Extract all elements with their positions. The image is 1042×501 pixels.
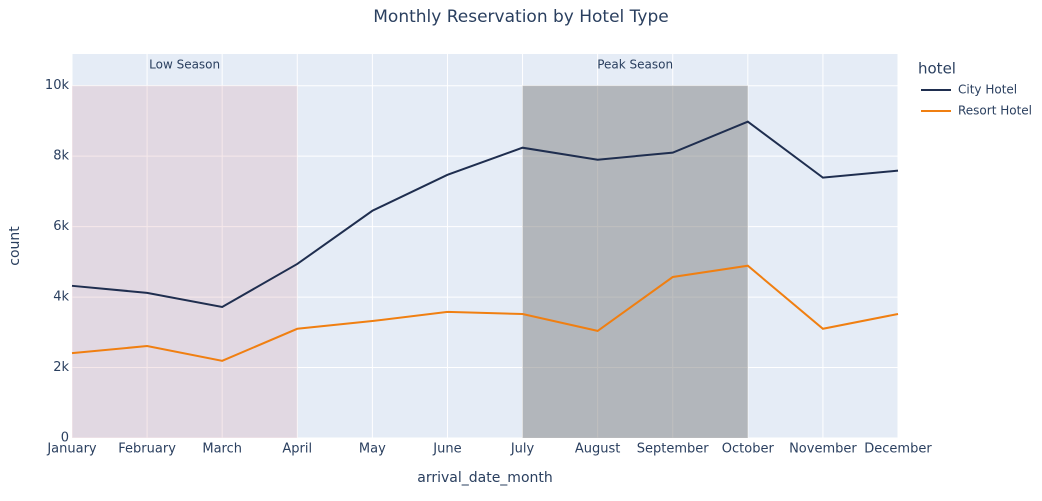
- x-tick-label: September: [637, 442, 710, 457]
- x-axis-title: arrival_date_month: [417, 470, 553, 486]
- season-region: [522, 85, 748, 438]
- y-tick-label: 2k: [53, 360, 69, 375]
- y-tick-label: 10k: [45, 78, 70, 93]
- x-tick-label: July: [510, 442, 535, 457]
- y-tick-label: 0: [61, 431, 69, 446]
- legend-label: Resort Hotel: [958, 104, 1032, 118]
- x-tick-label: February: [118, 442, 176, 457]
- region-label: Peak Season: [597, 58, 673, 72]
- season-region: [72, 85, 298, 438]
- series-line: [71, 264, 899, 362]
- x-tick-label: March: [202, 442, 242, 457]
- y-tick-label: 6k: [53, 219, 69, 234]
- x-tick-label: November: [789, 442, 857, 457]
- y-tick-label: 4k: [53, 290, 69, 305]
- plot-background: [72, 54, 898, 438]
- legend-title: hotel: [918, 60, 956, 78]
- x-tick-label: August: [575, 442, 621, 457]
- series-line: [71, 120, 899, 308]
- legend-label: City Hotel: [958, 83, 1017, 97]
- x-tick-label: January: [46, 442, 97, 457]
- x-tick-label: October: [722, 442, 775, 457]
- chart-title: Monthly Reservation by Hotel Type: [373, 7, 668, 27]
- y-tick-label: 8k: [53, 149, 69, 164]
- x-tick-label: April: [282, 442, 312, 457]
- y-axis-title: count: [7, 226, 23, 266]
- region-label: Low Season: [149, 58, 220, 72]
- x-tick-label: December: [864, 442, 932, 457]
- x-tick-label: May: [359, 442, 386, 457]
- x-tick-label: June: [432, 442, 461, 457]
